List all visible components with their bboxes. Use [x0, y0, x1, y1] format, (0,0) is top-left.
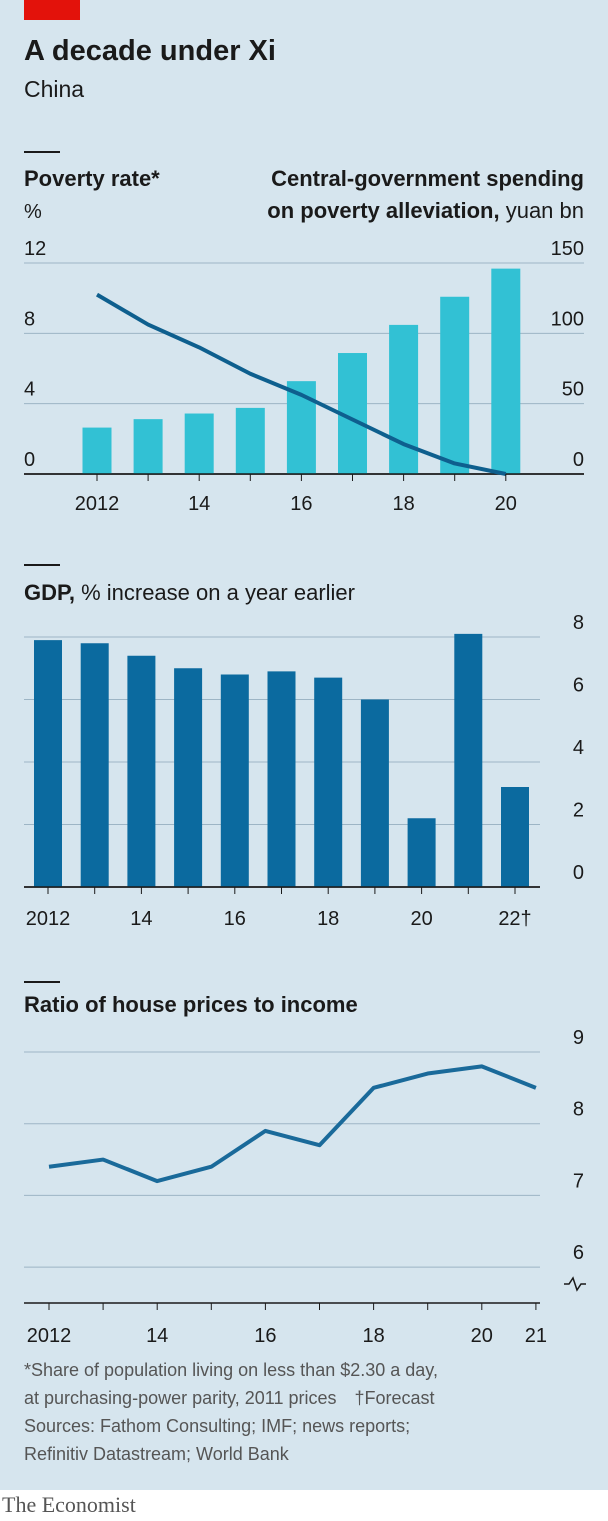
bar	[267, 671, 296, 887]
bar	[360, 699, 389, 887]
y-tick-label: 0	[573, 862, 584, 884]
title: A decade under Xi	[24, 35, 276, 67]
y2-tick-label: 50	[562, 379, 584, 401]
x-tick-label: 22†	[498, 908, 531, 930]
x-tick-label: 2012	[26, 908, 71, 930]
y2-tick-label: 100	[551, 308, 584, 330]
sources: Sources: Fathom Consulting; IMF; news re…	[24, 1416, 410, 1436]
bar	[184, 413, 214, 474]
bar	[389, 324, 419, 474]
footnote: at purchasing-power parity, 2011 prices	[24, 1388, 337, 1408]
footnote: at purchasing-power parity, 2011 prices †…	[24, 1388, 435, 1408]
bar	[220, 674, 249, 887]
y-tick-label: 8	[573, 1099, 584, 1121]
y2-title: on poverty alleviation,	[267, 198, 499, 223]
y-tick-label: 6	[573, 675, 584, 697]
y-tick-label: 4	[573, 737, 584, 759]
bar	[174, 668, 203, 887]
panel-title: GDP, % increase on a year earlier	[24, 580, 355, 605]
y-unit: %	[24, 201, 42, 223]
bar	[80, 643, 109, 887]
y-tick-label: 12	[24, 238, 46, 260]
brand-bar	[24, 0, 80, 20]
panel-title: GDP,	[24, 580, 75, 605]
bar	[34, 640, 62, 887]
x-tick-label: 18	[317, 908, 339, 930]
axis-break	[564, 1276, 586, 1292]
line	[95, 292, 507, 476]
y-tick-label: 6	[573, 1242, 584, 1264]
subtitle: China	[24, 76, 84, 102]
y2-unit: yuan bn	[506, 198, 584, 223]
y-tick-label: 0	[24, 449, 35, 471]
y2-title: on poverty alleviation, yuan bn	[267, 198, 584, 223]
forecast-note: †Forecast	[355, 1388, 435, 1408]
brand: The Economist	[2, 1492, 136, 1517]
y2-title: Central-government spending	[271, 166, 584, 191]
bar	[491, 268, 521, 474]
x-tick-label: 20	[495, 493, 517, 515]
y-tick-label: 8	[24, 308, 35, 330]
footnote: *Share of population living on less than…	[24, 1360, 438, 1380]
y-title: Poverty rate*	[24, 166, 160, 191]
panel-title: Ratio of house prices to income	[24, 992, 358, 1017]
x-tick-label: 14	[146, 1325, 168, 1347]
x-tick-label: 18	[362, 1325, 384, 1347]
x-tick-label: 20	[410, 908, 432, 930]
y-tick-label: 2	[573, 800, 584, 822]
x-tick-label: 18	[392, 493, 414, 515]
panel-subtitle: % increase on a year earlier	[81, 580, 355, 605]
x-tick-label: 2012	[75, 493, 120, 515]
bar	[235, 407, 265, 474]
y-tick-label: 8	[573, 612, 584, 634]
x-tick-label: 16	[224, 908, 246, 930]
x-tick-label: 20	[471, 1325, 493, 1347]
bar	[127, 655, 156, 887]
bar	[407, 818, 436, 887]
y2-tick-label: 150	[551, 238, 584, 260]
bar	[440, 296, 470, 474]
y-tick-label: 7	[573, 1170, 584, 1192]
y-tick-label: 4	[24, 379, 35, 401]
x-tick-label: 14	[188, 493, 210, 515]
bar	[133, 419, 163, 474]
x-tick-label: 16	[290, 493, 312, 515]
bar	[82, 427, 112, 474]
x-tick-label: 2012	[27, 1325, 72, 1347]
bar	[454, 633, 483, 887]
bar	[314, 677, 343, 887]
sources: Refinitiv Datastream; World Bank	[24, 1444, 290, 1464]
line	[48, 1064, 537, 1184]
x-tick-label: 16	[254, 1325, 276, 1347]
y-tick-label: 9	[573, 1027, 584, 1049]
x-tick-label: 21	[525, 1325, 547, 1347]
x-tick-label: 14	[130, 908, 152, 930]
y2-tick-label: 0	[573, 449, 584, 471]
bar	[501, 787, 529, 887]
